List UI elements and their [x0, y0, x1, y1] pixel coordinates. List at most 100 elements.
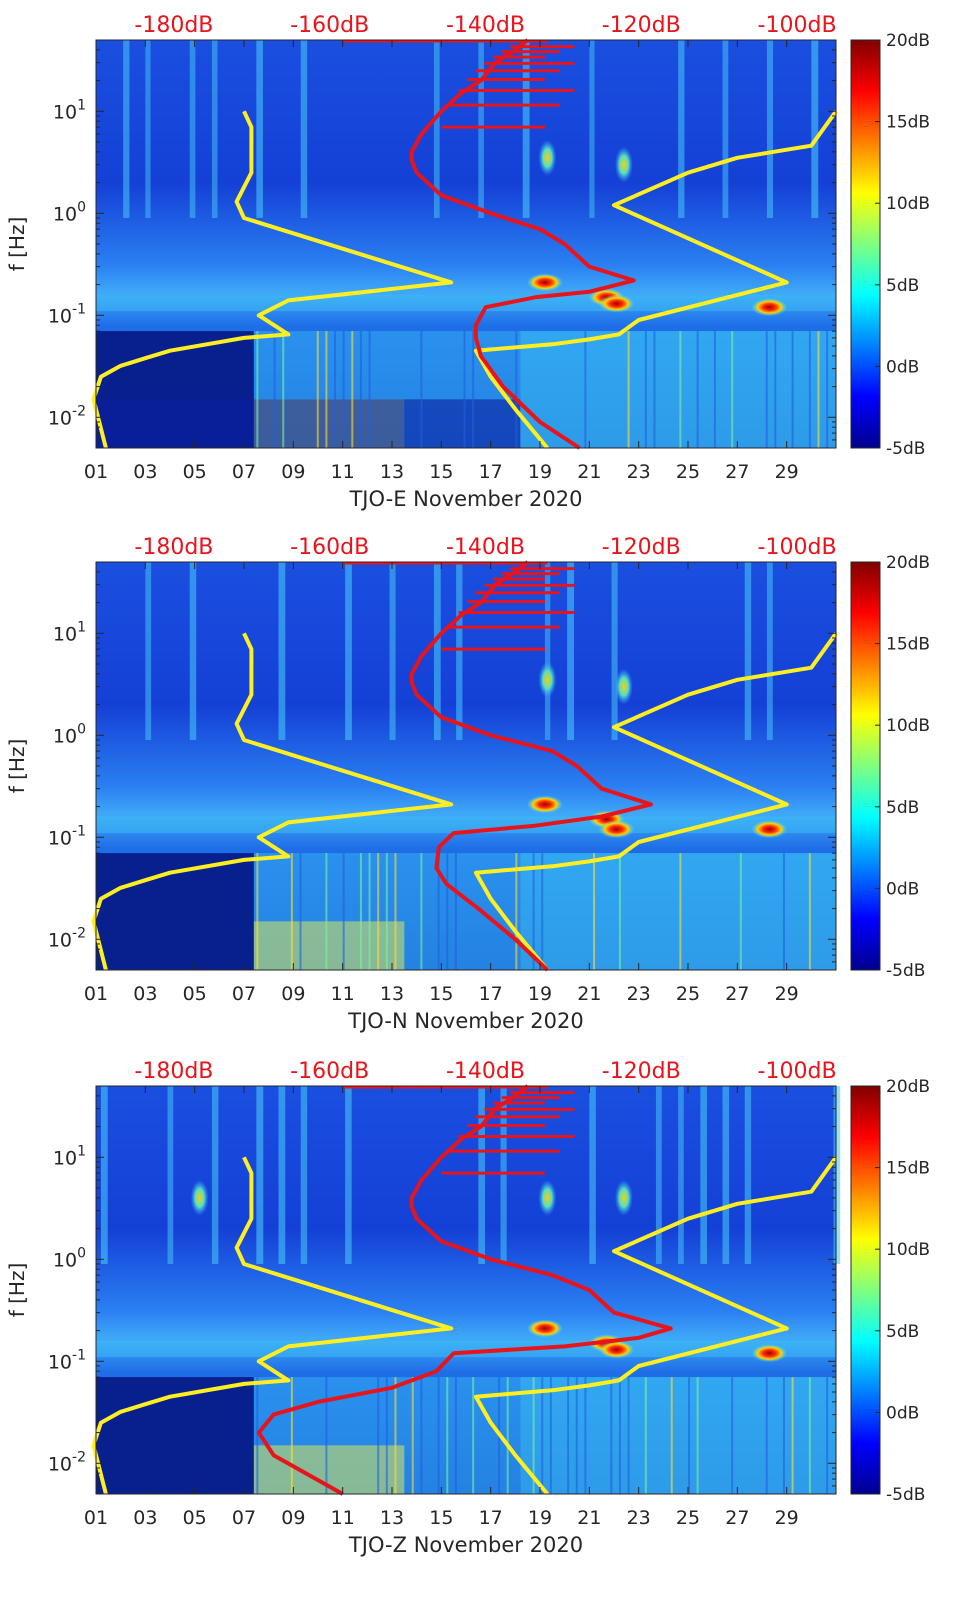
- noise-column: [273, 331, 276, 448]
- noise-column: [541, 853, 544, 970]
- noise-column: [290, 1377, 293, 1494]
- noise-streak: [722, 40, 729, 218]
- noise-column: [791, 331, 794, 448]
- noise-column: [316, 331, 319, 448]
- noise-column: [765, 331, 768, 448]
- x-tick-label: 23: [627, 1507, 651, 1529]
- y-tick-label: 10-1: [48, 823, 86, 849]
- x-tick-label: 07: [232, 1507, 256, 1529]
- noise-column: [731, 1377, 734, 1494]
- y-tick-label: 100: [53, 199, 86, 225]
- y-axis-label: f [Hz]: [5, 1263, 29, 1318]
- noise-column: [644, 1377, 647, 1494]
- noise-column: [584, 331, 587, 448]
- noise-column: [437, 1377, 440, 1494]
- x-tick-label: 13: [380, 1507, 404, 1529]
- noise-column: [385, 853, 388, 970]
- x-tick-label: 07: [232, 461, 256, 483]
- energy-hotspot: [598, 1340, 635, 1359]
- energy-hotspot: [538, 661, 557, 698]
- energy-hotspot: [614, 1179, 633, 1216]
- top-db-label: -140dB: [446, 13, 525, 38]
- noise-column: [420, 1377, 423, 1494]
- x-tick-label: 27: [725, 461, 749, 483]
- energy-hotspot: [751, 820, 788, 839]
- x-axis-label: TJO-E November 2020: [348, 487, 582, 511]
- noise-column: [739, 853, 742, 970]
- energy-hotspot: [190, 1179, 209, 1216]
- x-tick-label: 25: [676, 983, 700, 1005]
- noise-column: [696, 1377, 699, 1494]
- x-tick-label: 25: [676, 1507, 700, 1529]
- noise-column: [394, 1377, 397, 1494]
- top-db-label: -180dB: [134, 13, 213, 38]
- noise-column: [463, 331, 466, 448]
- noise-column: [342, 853, 345, 970]
- colorbar-tick-label: 10dB: [886, 194, 930, 214]
- x-tick-label: 01: [84, 983, 108, 1005]
- noise-column: [506, 1377, 509, 1494]
- colorbar-tick-label: 5dB: [886, 276, 919, 296]
- x-tick-label: 21: [577, 1507, 601, 1529]
- noise-streak: [145, 40, 151, 218]
- top-db-label: -180dB: [134, 1059, 213, 1084]
- noise-streak: [500, 1086, 507, 1264]
- noise-streak: [256, 1086, 264, 1264]
- noise-streak: [167, 1086, 174, 1264]
- noise-streak: [189, 562, 197, 740]
- noise-column: [541, 1377, 544, 1494]
- noise-column: [696, 331, 699, 448]
- noise-column: [282, 331, 285, 448]
- x-tick-label: 17: [479, 461, 503, 483]
- x-tick-label: 09: [281, 1507, 305, 1529]
- x-tick-label: 29: [775, 983, 799, 1005]
- x-tick-label: 27: [725, 983, 749, 1005]
- colorbar-tick-label: 15dB: [886, 635, 930, 655]
- colorbar-tick-label: -5dB: [886, 1485, 925, 1505]
- colorbar-tick-label: 20dB: [886, 31, 930, 51]
- top-db-label: -160dB: [290, 1059, 369, 1084]
- noise-streak: [567, 562, 575, 740]
- y-tick-label: 10-2: [48, 403, 86, 429]
- noise-column: [679, 331, 682, 448]
- noise-streak: [655, 1086, 662, 1264]
- noise-streak: [433, 40, 440, 218]
- noise-streak: [700, 1086, 708, 1264]
- colorbar-tick-label: 10dB: [886, 716, 930, 736]
- noise-column: [549, 1377, 552, 1494]
- noise-column: [359, 853, 362, 970]
- noise-column: [368, 853, 371, 970]
- noise-column: [653, 331, 656, 448]
- red-noise-curve: [256, 1084, 673, 1496]
- noise-streak: [589, 40, 595, 218]
- noise-column: [377, 853, 380, 970]
- noise-column: [454, 853, 457, 970]
- x-tick-label: 19: [528, 1507, 552, 1529]
- noise-column: [670, 1377, 673, 1494]
- y-tick-label: 100: [53, 721, 86, 747]
- spectrogram-panel-3: 01 03 05 07 09 11 13 15 17 19 21 23 25 27 29 10-2 10-1 10…: [5, 1059, 930, 1557]
- top-db-label: -120dB: [602, 1059, 681, 1084]
- x-tick-label: 19: [528, 461, 552, 483]
- microseism-band: [96, 1340, 836, 1358]
- x-tick-label: 03: [133, 461, 157, 483]
- colorbar-tick-label: 20dB: [886, 553, 930, 573]
- energy-hotspot: [614, 146, 633, 183]
- top-db-label: -100dB: [758, 535, 837, 560]
- energy-hotspot: [538, 1179, 557, 1216]
- noise-streak: [589, 1086, 596, 1264]
- noise-column: [593, 853, 596, 970]
- noise-column: [446, 1377, 449, 1494]
- microseism-band: [96, 816, 836, 834]
- noise-column: [377, 1377, 380, 1494]
- noise-column: [385, 1377, 388, 1494]
- energy-hotspot: [526, 1319, 563, 1338]
- noise-streak: [811, 40, 819, 218]
- red-noise-curve: [409, 38, 636, 450]
- colorbar: [850, 561, 881, 971]
- x-tick-label: 13: [380, 983, 404, 1005]
- noise-streak: [389, 562, 396, 740]
- x-tick-label: 05: [183, 1507, 207, 1529]
- colorbar-tick-label: 0dB: [886, 1403, 919, 1423]
- noise-streak: [433, 562, 441, 740]
